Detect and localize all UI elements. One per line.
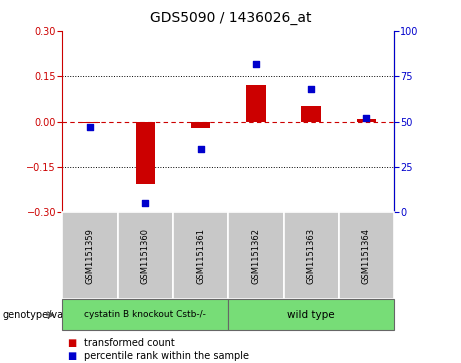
Text: GSM1151362: GSM1151362 <box>251 228 260 284</box>
Point <box>363 115 370 121</box>
Text: GSM1151361: GSM1151361 <box>196 228 205 284</box>
Point <box>86 124 94 130</box>
Text: cystatin B knockout Cstb-/-: cystatin B knockout Cstb-/- <box>84 310 206 319</box>
Bar <box>246 85 266 122</box>
Point <box>252 61 260 66</box>
Bar <box>136 122 155 184</box>
Text: ■: ■ <box>67 338 76 348</box>
Text: GSM1151364: GSM1151364 <box>362 228 371 284</box>
Text: GSM1151360: GSM1151360 <box>141 228 150 284</box>
Text: GSM1151363: GSM1151363 <box>307 228 316 284</box>
Bar <box>80 122 100 123</box>
Point <box>197 146 204 152</box>
Point <box>142 200 149 206</box>
Text: GSM1151359: GSM1151359 <box>85 228 95 284</box>
Text: genotype/variation: genotype/variation <box>2 310 95 320</box>
Text: GDS5090 / 1436026_at: GDS5090 / 1436026_at <box>150 11 311 25</box>
Text: ■: ■ <box>67 351 76 361</box>
Bar <box>301 106 321 122</box>
Text: wild type: wild type <box>287 310 335 320</box>
Text: transformed count: transformed count <box>84 338 175 348</box>
Bar <box>191 122 210 128</box>
Bar <box>357 119 376 122</box>
Text: percentile rank within the sample: percentile rank within the sample <box>84 351 249 361</box>
Point <box>307 86 315 92</box>
